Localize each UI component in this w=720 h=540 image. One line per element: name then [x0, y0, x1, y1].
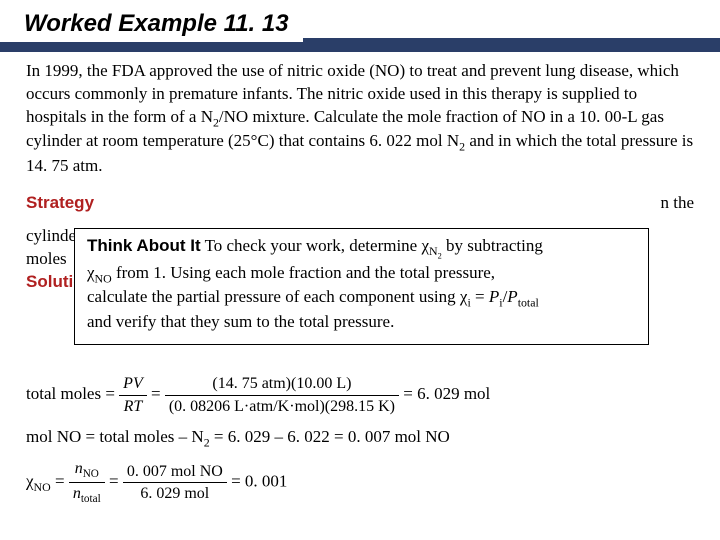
think-about-it-box: Think About It To check your work, deter…	[74, 228, 649, 345]
title-bar: Worked Example 11. 13	[0, 0, 720, 42]
frac-pv-rt: PV RT	[119, 373, 147, 417]
frac-numbers: (14. 75 atm)(10.00 L) (0. 08206 L·atm/K·…	[165, 373, 399, 417]
frac-den: (0. 08206 L·atm/K·mol)(298.15 K)	[165, 396, 399, 418]
think-ptot: P	[507, 287, 517, 306]
think-ptot-sub: total	[518, 296, 539, 310]
frac-chi-numbers: 0. 007 mol NO 6. 029 mol	[123, 461, 227, 505]
mol-no-row: mol NO = total moles – N2 = 6. 029 – 6. …	[26, 426, 694, 450]
think-chi-2: χ	[87, 263, 95, 282]
think-4: and verify that they sum to the total pr…	[87, 312, 394, 331]
chi-den: 6. 029 mol	[123, 483, 227, 505]
frac-rt: RT	[119, 396, 147, 418]
chi-no-row: χNO = nNO ntotal = 0. 007 mol NO 6. 029 …	[26, 458, 694, 508]
mol-no-text: mol NO = total moles – N	[26, 427, 204, 446]
strategy-label: Strategy	[26, 193, 94, 212]
page-title: Worked Example 11. 13	[0, 6, 303, 42]
chi-result: = 0. 001	[231, 472, 287, 491]
think-1a: To check your work, determine	[201, 236, 422, 255]
eq-1: =	[151, 384, 165, 403]
n-no: nNO	[69, 458, 105, 483]
think-chi-1: χ	[421, 236, 429, 255]
think-1b: by subtracting	[442, 236, 543, 255]
frac-pv: PV	[119, 373, 147, 396]
strategy-tail: n the	[660, 192, 694, 215]
think-2b: from 1. Using each mole fraction and the…	[112, 263, 495, 282]
chi-num: 0. 007 mol NO	[123, 461, 227, 484]
think-eq: =	[471, 287, 489, 306]
solution-calculations: total moles = PV RT = (14. 75 atm)(10.00…	[26, 373, 694, 507]
think-label: Think About It	[87, 236, 201, 255]
think-3a: calculate the partial pressure of each c…	[87, 287, 460, 306]
total-moles-label: total moles =	[26, 384, 119, 403]
frac-n-ratio: nNO ntotal	[69, 458, 105, 508]
problem-statement: In 1999, the FDA approved the use of nit…	[26, 60, 694, 178]
total-moles-row: total moles = PV RT = (14. 75 atm)(10.00…	[26, 373, 694, 417]
chi-eq-1: =	[55, 472, 69, 491]
n-total: ntotal	[69, 483, 105, 507]
think-no-sub: NO	[95, 271, 112, 285]
chi-symbol: χ	[26, 472, 34, 491]
chi-eq-2: =	[109, 472, 123, 491]
think-n2: N2	[429, 244, 442, 258]
think-pi: P	[489, 287, 499, 306]
chi-sub: NO	[34, 480, 51, 494]
total-moles-result: = 6. 029 mol	[403, 384, 490, 403]
mol-no-tail: = 6. 029 – 6. 022 = 0. 007 mol NO	[210, 427, 450, 446]
frac-num: (14. 75 atm)(10.00 L)	[165, 373, 399, 396]
